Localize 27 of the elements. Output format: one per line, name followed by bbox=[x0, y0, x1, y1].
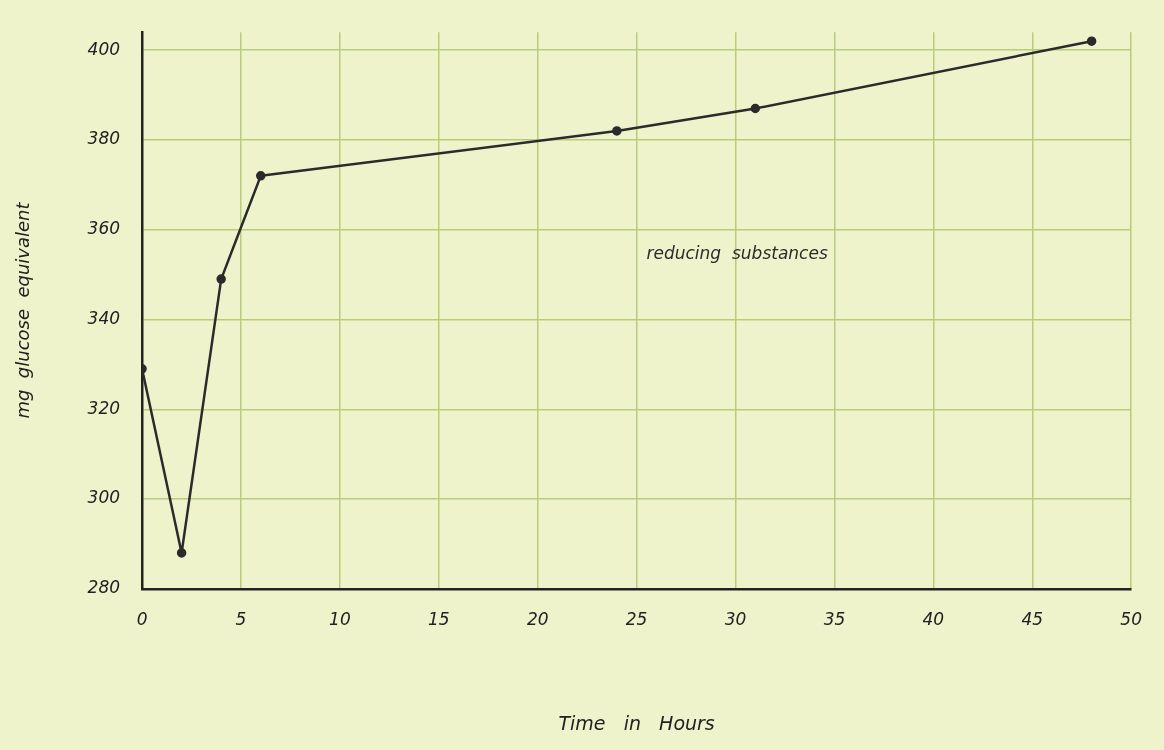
y-axis-title: mg glucose equivalent bbox=[12, 201, 34, 419]
x-tick-label: 30 bbox=[724, 609, 747, 630]
x-tick-label: 40 bbox=[922, 609, 945, 630]
y-tick-label: 320 bbox=[87, 397, 121, 418]
y-tick-label: 360 bbox=[87, 218, 121, 239]
point bbox=[612, 126, 622, 136]
point bbox=[750, 103, 761, 114]
x-tick-label: 45 bbox=[1021, 609, 1044, 630]
x-tick-label: 50 bbox=[1120, 609, 1142, 630]
x-tick-label: 10 bbox=[329, 609, 351, 630]
y-tick-label: 300 bbox=[87, 487, 121, 508]
y-tick-label: 400 bbox=[87, 38, 121, 59]
y-tick-label: 340 bbox=[87, 307, 121, 328]
x-tick-label: 0 bbox=[136, 609, 148, 630]
x-axis-title: Time in Hours bbox=[558, 711, 715, 734]
y-tick-label: 380 bbox=[87, 128, 121, 149]
point bbox=[1086, 36, 1097, 46]
x-tick-label: 20 bbox=[526, 609, 549, 630]
x-tick-label: 5 bbox=[235, 609, 247, 630]
x-tick-label: 25 bbox=[625, 609, 648, 630]
x-tick-label: 15 bbox=[427, 609, 450, 630]
text: reducing substances bbox=[646, 243, 828, 264]
y-tick-label: 280 bbox=[87, 577, 121, 598]
point bbox=[216, 274, 226, 284]
point bbox=[176, 548, 187, 558]
point bbox=[255, 171, 266, 181]
x-tick-label: 35 bbox=[823, 609, 846, 630]
